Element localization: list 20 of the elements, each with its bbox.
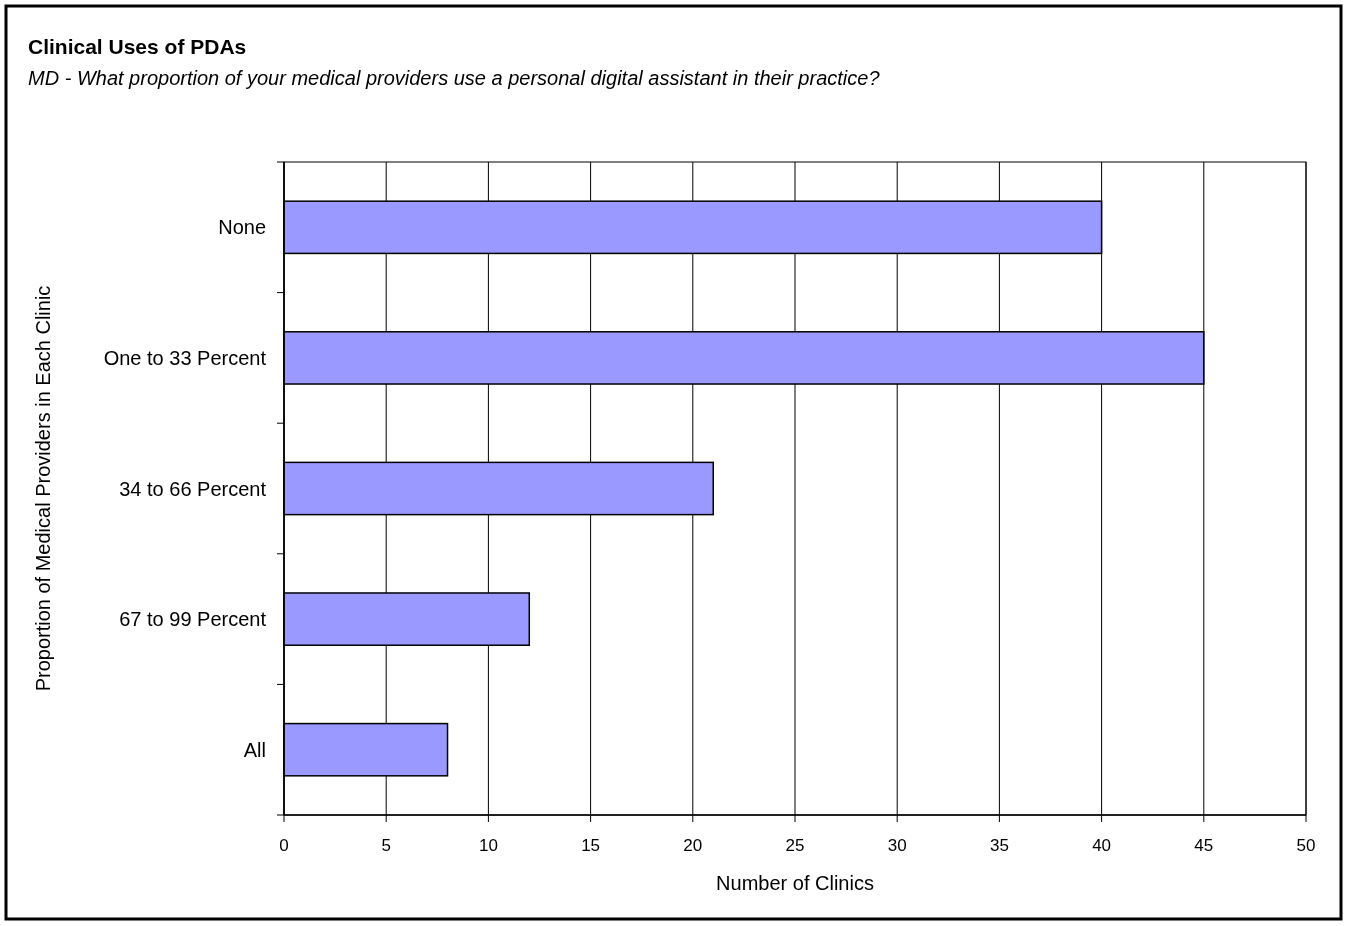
x-tick-label: 45 [1194, 836, 1214, 855]
y-tick-label: All [243, 738, 266, 761]
y-tick-label: 67 to 99 Percent [119, 608, 267, 631]
y-tick-label: One to 33 Percent [103, 346, 267, 369]
y-tick-label: 34 to 66 Percent [119, 477, 267, 500]
x-tick-label: 30 [887, 836, 907, 855]
chart-subtitle: MD - What proportion of your medical providers use a personal digital assistant in their practice? [28, 67, 881, 89]
x-tick-label: 35 [989, 836, 1009, 855]
x-tick-label: 5 [381, 836, 391, 855]
chart-title: Clinical Uses of PDAs [28, 35, 247, 58]
y-axis-title: Proportion of Medical Providers in Each Clinic [32, 285, 54, 692]
x-tick-label: 15 [581, 836, 601, 855]
x-tick-label: 40 [1092, 836, 1112, 855]
x-tick-label: 50 [1296, 836, 1316, 855]
x-axis-title: Number of Clinics [716, 872, 874, 894]
x-tick-label: 20 [683, 836, 703, 855]
x-tick-label: 10 [478, 836, 498, 855]
y-tick-label: None [218, 216, 266, 239]
x-tick-label: 0 [279, 836, 289, 855]
x-tick-label: 25 [785, 836, 805, 855]
